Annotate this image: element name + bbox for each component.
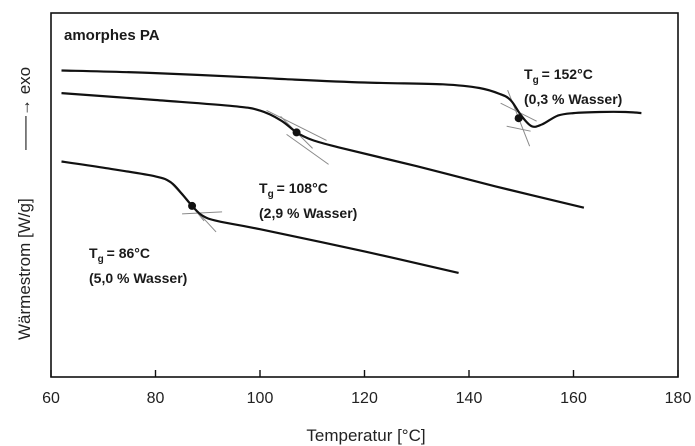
water-content-label: (0,3 % Wasser) (524, 91, 622, 107)
x-tick-label: 140 (456, 390, 483, 407)
tg-point (292, 128, 301, 137)
water-content-label: (2,9 % Wasser) (259, 205, 357, 221)
x-tick-label: 80 (147, 390, 165, 407)
y-axis-title: Wärmestrom [W/g] (15, 198, 34, 340)
tg-label: Tg = 108°C (259, 180, 328, 200)
x-axis-ticks: 60 80 100 120 140 160 180 (42, 370, 691, 407)
x-tick-label: 120 (351, 390, 378, 407)
tg-label: Tg = 152°C (524, 66, 593, 86)
tg-point (514, 114, 523, 123)
tangent-line (506, 125, 531, 132)
x-tick-label: 180 (665, 390, 692, 407)
water-content-label: (5,0 % Wasser) (89, 270, 187, 286)
y-axis-exo-arrow: ——→ exo (15, 67, 34, 150)
x-tick-label: 160 (560, 390, 587, 407)
tg-label: Tg = 86°C (89, 245, 150, 265)
x-tick-label: 100 (247, 390, 274, 407)
x-axis-title: Temperatur [°C] (306, 426, 425, 445)
tangent-line (286, 133, 329, 165)
tangent-line (182, 211, 223, 215)
tg-annotations: Tg = 152°C (0,3 % Wasser) Tg = 108°C (2,9 % W… (89, 66, 622, 286)
chart-title: amorphes PA (64, 27, 160, 44)
x-tick-label: 60 (42, 390, 60, 407)
tg-points (188, 114, 523, 210)
dsc-curve-1 (61, 69, 642, 128)
tg-point (188, 201, 197, 210)
tangent-line (266, 109, 327, 141)
